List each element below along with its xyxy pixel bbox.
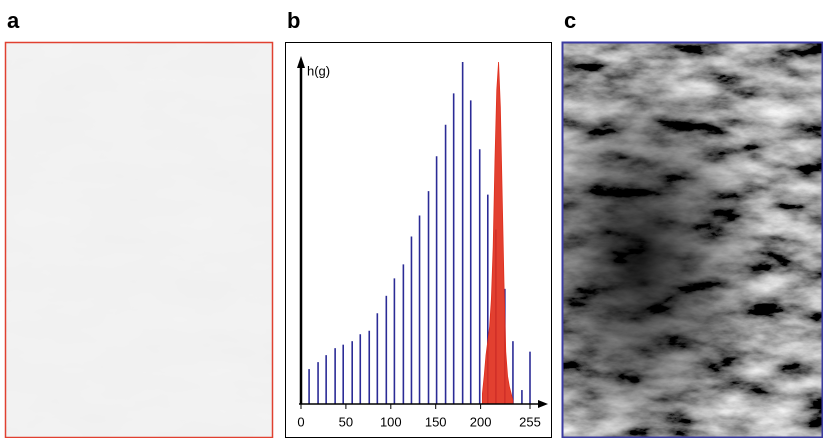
image-a: [4, 41, 274, 438]
x-tick-label: 150: [425, 414, 447, 429]
y-axis-label: h(g): [307, 63, 330, 78]
y-axis-arrow: [297, 56, 305, 68]
panel-label: b: [287, 8, 300, 33]
x-tick-label: 0: [297, 414, 304, 429]
x-tick-label: 200: [470, 414, 492, 429]
panel-label: a: [7, 8, 20, 33]
image-texture: [6, 43, 272, 437]
plot-area: 0 50 100 150 200 255: [297, 56, 548, 429]
image-shading: [562, 43, 823, 438]
x-tick-label: 255: [519, 414, 541, 429]
x-tick-label: 50: [339, 414, 353, 429]
image-c: [561, 41, 823, 438]
x-axis-arrow: [538, 400, 548, 408]
histogram-area: [482, 61, 514, 405]
x-tick-label: 100: [380, 414, 402, 429]
panel-label: c: [564, 8, 576, 33]
